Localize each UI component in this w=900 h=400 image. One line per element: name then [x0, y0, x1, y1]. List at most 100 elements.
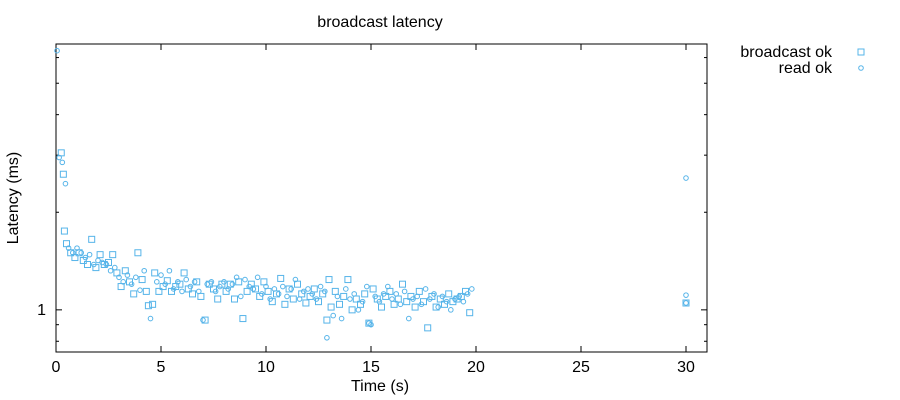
read-ok-point: [317, 283, 324, 290]
broadcast-ok-point: [327, 303, 335, 311]
read-ok-point: [65, 245, 72, 251]
read-ok-point: [204, 281, 210, 287]
broadcast-ok-point: [109, 251, 117, 259]
read-ok-point: [309, 291, 316, 297]
read-ok-point: [86, 251, 93, 258]
read-ok-point: [305, 286, 311, 292]
read-ok-point: [351, 291, 358, 297]
read-ok-point: [284, 293, 290, 300]
broadcast-ok-point: [189, 290, 196, 298]
read-ok-point: [212, 288, 219, 295]
read-ok-point: [208, 279, 215, 285]
read-ok-point: [275, 291, 282, 297]
broadcast-ok-point: [96, 251, 104, 259]
broadcast-ok-point: [285, 285, 293, 293]
read-ok-point: [242, 276, 248, 283]
broadcast-ok-point: [323, 316, 331, 324]
read-ok-point: [439, 293, 446, 300]
x-tick-label: 5: [157, 359, 166, 376]
broadcast-ok-point: [340, 292, 348, 300]
y-axis: 1: [37, 57, 707, 342]
broadcast-ok-point: [352, 295, 360, 303]
read-ok-point: [200, 317, 206, 323]
broadcast-ok-point: [369, 285, 377, 293]
broadcast-ok-point: [193, 278, 201, 286]
x-tick-label: 10: [257, 359, 275, 376]
read-ok-point: [406, 315, 412, 322]
read-ok-point: [418, 301, 425, 308]
read-ok-point: [364, 283, 370, 290]
broadcast-ok-point: [252, 285, 259, 293]
read-ok-point: [124, 272, 131, 278]
read-ok-point: [301, 288, 307, 295]
legend-square-marker: [857, 48, 865, 56]
read-ok-point: [70, 249, 76, 256]
broadcast-ok-point: [399, 280, 406, 288]
read-ok-point: [355, 307, 362, 313]
read-ok-point: [393, 291, 400, 297]
read-ok-point: [263, 283, 269, 290]
broadcast-ok-point: [149, 300, 157, 308]
read-ok-point: [414, 293, 421, 300]
read-ok-point: [82, 254, 89, 261]
read-ok-point: [469, 286, 475, 292]
broadcast-ok-point: [151, 269, 159, 277]
broadcast-ok-point: [88, 235, 96, 243]
read-ok-point: [448, 307, 454, 313]
read-ok-point: [137, 287, 143, 293]
read-ok-point: [380, 291, 387, 297]
read-ok-point: [368, 321, 374, 328]
broadcast-ok-point: [445, 290, 453, 298]
broadcast-ok-point: [243, 287, 251, 295]
read-ok-point: [410, 296, 416, 302]
read-ok-point: [385, 283, 391, 290]
read-ok-point: [221, 279, 227, 285]
read-ok-point: [107, 267, 114, 274]
broadcast-ok-point: [59, 170, 67, 178]
broadcast-ok-point: [134, 249, 142, 257]
read-ok-point: [288, 286, 295, 292]
read-ok-point: [397, 301, 404, 308]
broadcast-ok-point: [197, 292, 205, 300]
read-ok-point: [324, 334, 330, 341]
broadcast-ok-point: [394, 295, 402, 303]
read-ok-point: [54, 47, 60, 54]
broadcast-ok-point: [130, 290, 138, 298]
broadcast-ok-point: [432, 303, 440, 311]
read-ok-point: [422, 286, 429, 292]
x-tick-label: 25: [572, 359, 590, 376]
read-ok-point: [175, 279, 181, 285]
x-axis: 0 5 10 15 20 25 30: [52, 44, 695, 376]
read-ok-point: [334, 293, 341, 300]
read-ok-point: [128, 281, 135, 287]
broadcast-ok-point: [457, 292, 465, 300]
read-ok-point: [147, 315, 154, 322]
read-ok-point: [250, 286, 257, 292]
y-tick-label: 1: [37, 302, 46, 319]
broadcast-ok-point: [302, 299, 310, 307]
read-ok-point: [376, 298, 383, 305]
read-ok-point: [229, 281, 236, 287]
read-ok-point: [313, 296, 320, 302]
read-ok-point: [191, 279, 198, 285]
read-ok-point: [427, 296, 433, 302]
x-tick-label: 0: [52, 359, 61, 376]
broadcast-ok-point: [289, 295, 297, 303]
x-axis-label: Time (s): [351, 378, 409, 395]
broadcast-ok-point: [277, 274, 285, 282]
plot-frame: [55, 43, 708, 353]
broadcast-ok-point: [138, 276, 146, 284]
read-ok-point: [271, 286, 278, 292]
read-ok-point: [103, 261, 110, 268]
read-ok-point: [683, 300, 689, 306]
broadcast-ok-point: [331, 287, 339, 295]
read-ok-point: [170, 286, 177, 292]
broadcast-ok-point: [239, 315, 247, 323]
read-ok-point: [401, 288, 408, 295]
broadcast-ok-point: [386, 287, 394, 295]
read-ok-point: [158, 272, 164, 278]
broadcast-ok-point: [155, 287, 163, 295]
read-ok-point: [62, 180, 69, 187]
broadcast-ok-point: [273, 290, 280, 298]
